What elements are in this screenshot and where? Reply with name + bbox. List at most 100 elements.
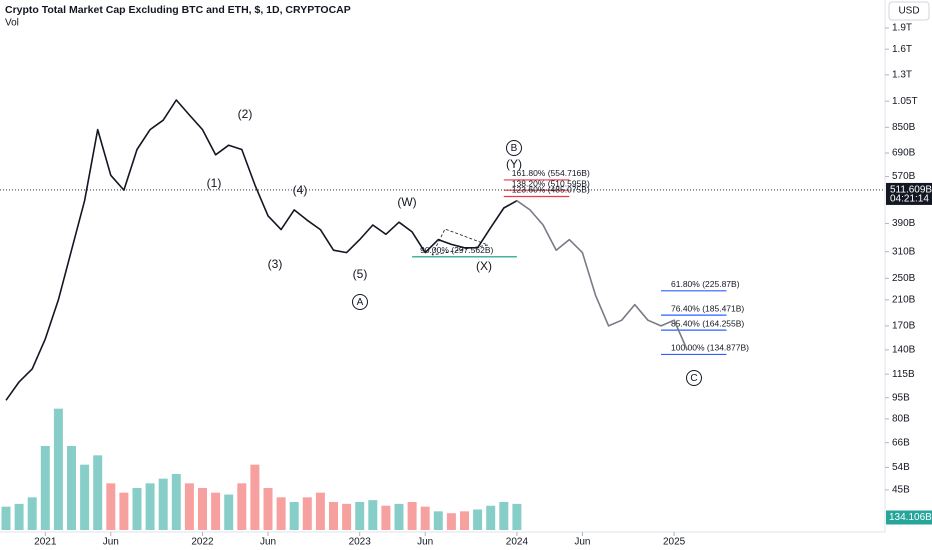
last-volume-label: 134.106B (889, 512, 932, 523)
volume-bar (486, 505, 496, 530)
wave-label: (X) (476, 259, 492, 273)
volume-bar (420, 506, 430, 530)
fib-label: 138.20% (510.595B) (512, 178, 590, 188)
volume-bar (27, 497, 37, 530)
x-tick-label: Jun (103, 537, 119, 548)
last-volume-box (886, 510, 932, 525)
x-tick-label: Jun (574, 537, 590, 548)
volume-bar (433, 511, 443, 530)
price-line (516, 200, 688, 351)
volume-bar (145, 483, 155, 530)
fib-label: 61.80% (225.87B) (671, 279, 740, 289)
y-tick-label: 390B (892, 218, 916, 229)
y-tick-label: 250B (892, 273, 916, 284)
volume-bar (119, 492, 129, 530)
y-tick-label: 170B (892, 321, 916, 332)
currency-label: USD (898, 6, 919, 17)
wave-label: (W) (397, 195, 416, 209)
x-tick-label: 2023 (349, 537, 372, 548)
volume-bar (276, 497, 286, 530)
wave-label: (5) (353, 267, 368, 281)
plot-area: 161.80% (554.716B)138.20% (510.595B)123.… (1, 99, 749, 530)
y-tick-label: 570B (892, 171, 916, 182)
volume-bar (342, 503, 352, 530)
x-tick-label: Jun (417, 537, 433, 548)
last-price-label: 511.609B (890, 185, 932, 196)
volume-bar (158, 478, 168, 530)
volume-bar (93, 455, 103, 530)
volume-bar (224, 494, 234, 530)
wave-label: (3) (268, 257, 283, 271)
y-tick-label: 80B (892, 414, 910, 425)
wave-circle (686, 370, 702, 386)
y-tick-label: 66B (892, 437, 910, 448)
y-tick-label: 850B (892, 122, 916, 133)
y-tick-label: 1.6T (892, 44, 912, 55)
currency-button[interactable] (888, 1, 930, 21)
price-line (5, 99, 518, 401)
volume-bar (302, 497, 312, 530)
y-tick-label: 1.9T (892, 23, 912, 34)
fib-label: 161.80% (554.716B) (512, 168, 590, 178)
volume-bar (473, 509, 483, 530)
volume-bar (263, 488, 273, 530)
x-tick-label: 2022 (191, 537, 214, 548)
y-tick-label: 45B (892, 485, 910, 496)
volume-bar (198, 488, 207, 530)
y-tick-label: 140B (892, 344, 916, 355)
wave-label: C (690, 373, 697, 384)
indicator-label: Vol (5, 18, 19, 29)
wave-circle (506, 140, 522, 156)
countdown-label: 04:21:14 (890, 194, 929, 205)
volume-bar (53, 408, 63, 530)
volume-bar (394, 503, 404, 530)
y-tick-label: 95B (892, 392, 910, 403)
y-tick-label: 690B (892, 148, 916, 159)
chart-title: Crypto Total Market Cap Excluding BTC an… (5, 4, 351, 16)
x-tick-label: Jun (260, 537, 276, 548)
volume-bar (40, 446, 50, 530)
wave-label: (Y) (506, 157, 522, 171)
wave-label: (1) (207, 176, 222, 190)
triangle-pattern (431, 228, 490, 256)
x-tick-label: 2024 (506, 537, 529, 548)
fib-label: 100.00% (134.877B) (671, 343, 749, 353)
x-tick-label: 2021 (34, 537, 57, 548)
y-tick-label: 54B (892, 462, 910, 473)
volume-bar (368, 500, 378, 530)
volume-bar (171, 474, 181, 530)
x-tick-label: 2025 (663, 537, 686, 548)
volume-bar (381, 505, 391, 530)
volume-bar (80, 464, 90, 530)
volume-bar (460, 511, 469, 530)
volume-bar (289, 502, 299, 530)
y-tick-label: 210B (892, 294, 916, 305)
volume-bar (355, 502, 365, 530)
volume-bar (512, 503, 522, 530)
volume-bar (67, 446, 76, 530)
volume-bar (184, 483, 194, 530)
volume-bar (407, 502, 417, 530)
volume-bar (250, 464, 260, 530)
volume-bar (1, 506, 11, 530)
volume-bar (329, 502, 338, 530)
wave-label: (2) (238, 107, 253, 121)
volume-bar (499, 502, 509, 530)
y-tick-label: 115B (892, 369, 915, 380)
y-tick-label: 310B (892, 246, 916, 257)
fib-label: 123.60% (485.075B) (512, 185, 590, 195)
y-tick-label: 1.05T (892, 96, 918, 107)
y-tick-label: 1.3T (892, 69, 912, 80)
fib-label: 85.40% (164.255B) (671, 318, 744, 328)
volume-bar (14, 503, 24, 530)
wave-circle (352, 294, 368, 310)
volume-bar (132, 488, 142, 530)
volume-bar (237, 483, 247, 530)
wave-label: B (511, 143, 518, 154)
last-price-box (886, 182, 932, 205)
volume-bar (446, 513, 456, 530)
fib-label: 90.00% (297.562B) (420, 245, 493, 255)
fib-label: 76.40% (185.471B) (671, 303, 744, 313)
